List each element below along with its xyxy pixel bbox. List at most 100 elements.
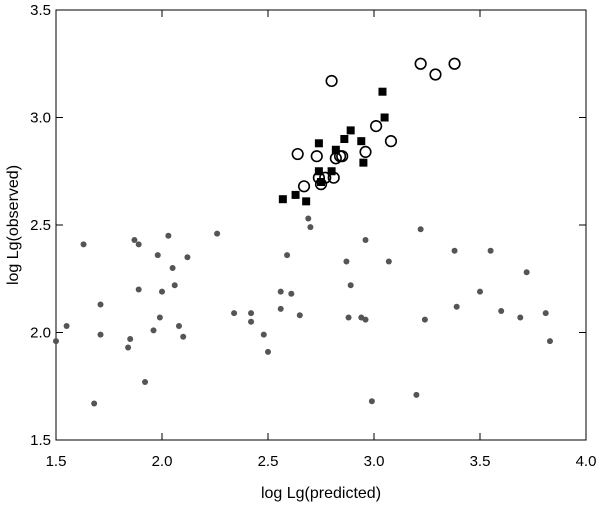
scatter-point-gray [417, 226, 424, 233]
y-tick-label: 1.5 [30, 432, 51, 449]
data-points [53, 57, 553, 407]
scatter-point-gray [288, 290, 295, 297]
scatter-point-open-circle [291, 147, 304, 161]
scatter-point-square [314, 139, 323, 148]
scatter-point-open-circle [319, 171, 332, 184]
scatter-point-gray [214, 230, 221, 237]
scatter-point-gray [546, 338, 553, 345]
scatter-point-square [378, 87, 387, 96]
scatter-point-gray [542, 310, 549, 317]
scatter-point-gray [305, 215, 312, 222]
scatter-point-square [302, 197, 311, 206]
scatter-point-open-circle [310, 150, 323, 163]
scatter-point-open-circle [359, 145, 372, 158]
scatter-point-gray [184, 254, 191, 261]
scatter-point-gray [135, 286, 142, 293]
plot-frame [55, 9, 587, 441]
scatter-point-gray [362, 237, 369, 244]
scatter-point-open-circle [327, 171, 340, 184]
scatter-point-gray [343, 258, 350, 265]
scatter-point-gray [368, 398, 375, 405]
y-tick-label: 2.5 [30, 217, 51, 234]
scatter-point-gray [477, 288, 483, 295]
scatter-point-gray [413, 391, 420, 398]
scatter-point-gray [165, 232, 172, 239]
scatter-point-gray [159, 288, 165, 295]
scatter-point-gray [231, 310, 238, 317]
scatter-point-gray [175, 323, 182, 330]
scatter-point-gray [248, 318, 255, 325]
scatter-point-square [331, 145, 340, 154]
scatter-point-gray [453, 303, 460, 310]
scatter-point-gray [180, 333, 187, 340]
x-tick-labels: 1.5 2.0 2.5 3.0 3.5 4.0 [46, 453, 597, 470]
scatter-point-gray [63, 323, 70, 330]
scatter-point-gray [277, 288, 284, 295]
scatter-point-square [340, 135, 349, 143]
scatter-point-gray [385, 258, 392, 265]
scatter-point-square [291, 190, 300, 199]
scatter-point-gray [362, 316, 369, 323]
scatter-point-gray [169, 265, 176, 271]
scatter-point-gray [97, 301, 104, 308]
scatter-point-gray [248, 310, 255, 317]
scatter-point-gray [127, 335, 134, 342]
scatter-point-square [380, 113, 389, 122]
scatter-point-square [327, 167, 336, 176]
scatter-point-open-circle [314, 178, 328, 191]
scatter-point-square [357, 137, 366, 146]
scatter-point-gray [260, 331, 267, 338]
scatter-point-gray [125, 344, 132, 351]
scatter-point-gray [135, 241, 142, 248]
axis-ticks [55, 9, 587, 441]
x-tick-label: 3.5 [470, 453, 491, 470]
scatter-point-open-circle [429, 68, 442, 81]
scatter-point-gray [498, 308, 505, 314]
scatter-point-gray [97, 331, 104, 338]
scatter-point-gray [487, 247, 494, 254]
scatter-point-gray [284, 252, 291, 259]
x-tick-label: 3.0 [364, 453, 385, 470]
x-tick-label: 4.0 [576, 453, 597, 470]
scatter-point-gray [154, 252, 161, 259]
scatter-point-gray [131, 237, 138, 244]
scatter-point-gray [421, 316, 428, 323]
scatter-point-gray [156, 314, 163, 321]
scatter-point-gray [142, 378, 149, 385]
scatter-point-open-circle [312, 171, 325, 184]
scatter-point-square [278, 195, 287, 204]
y-tick-labels: 1.5 2.0 2.5 3.0 3.5 [30, 2, 51, 449]
scatter-point-gray [91, 400, 98, 407]
y-tick-label: 3.5 [30, 2, 51, 19]
scatter-point-open-circle [370, 119, 383, 133]
scatter-point-open-circle [384, 135, 398, 148]
scatter-point-gray [150, 327, 157, 334]
scatter-point-gray [171, 282, 178, 289]
scatter-point-square [314, 167, 323, 176]
scatter-point-gray [265, 348, 271, 355]
scatter-point-gray [345, 314, 352, 321]
scatter-point-open-circle [414, 57, 427, 70]
x-axis-title: log Lg(predicted) [261, 485, 381, 502]
scatter-point-open-circle [325, 74, 338, 88]
scatter-point-gray [523, 269, 530, 276]
scatter-point-gray [517, 314, 524, 321]
scatter-point-open-circle [448, 57, 461, 70]
scatter-point-gray [80, 241, 87, 248]
scatter-point-gray [53, 338, 59, 345]
y-tick-label: 3.0 [30, 110, 51, 127]
scatter-point-gray [451, 247, 458, 254]
x-tick-label: 2.0 [152, 453, 173, 470]
scatter-point-open-circle [297, 180, 311, 193]
scatter-point-open-circle [336, 150, 349, 163]
x-tick-label: 2.5 [258, 453, 279, 470]
scatter-point-gray [347, 282, 354, 289]
scatter-point-gray [277, 305, 284, 312]
scatter-point-square [346, 126, 355, 135]
x-tick-label: 1.5 [46, 453, 67, 470]
y-tick-label: 2.0 [30, 325, 51, 342]
scatter-point-gray [296, 312, 303, 319]
scatter-point-gray [307, 224, 314, 231]
scatter-point-square [359, 158, 368, 167]
